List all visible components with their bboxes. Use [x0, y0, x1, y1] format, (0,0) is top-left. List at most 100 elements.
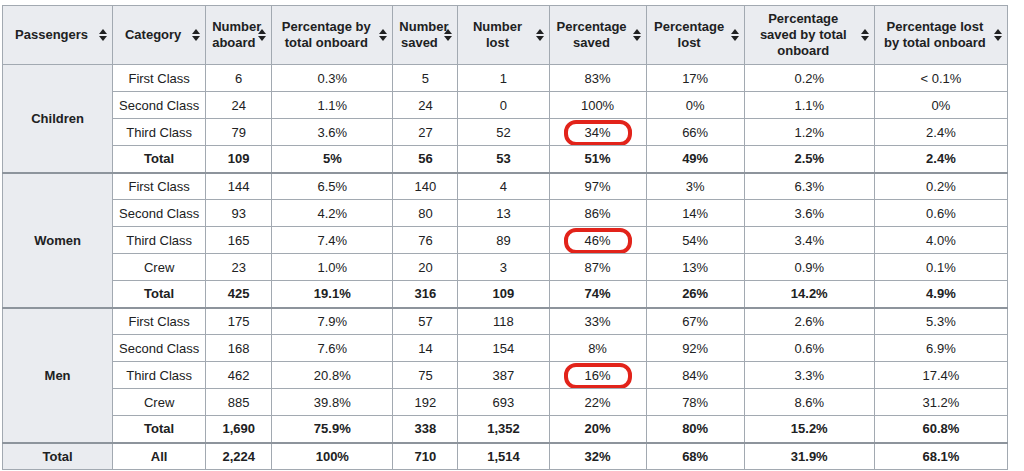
column-header-number-lost[interactable]: Number lost	[458, 6, 549, 65]
cell-category: Second Class	[113, 335, 206, 362]
cell-percentage-by-total-onboard: 7.9%	[272, 308, 393, 335]
table-row-men-second-class: Second Class1687.6%141548%92%0.6%6.9%	[3, 335, 1008, 362]
cell-percentage-lost: 66%	[646, 119, 744, 146]
sort-down-triangle	[731, 36, 739, 41]
cell-percentage-saved: 100%	[549, 92, 646, 119]
cell-category: Third Class	[113, 227, 206, 254]
table-row-women-second-class: Second Class934.2%801386%14%3.6%0.6%	[3, 200, 1008, 227]
passenger-group-label-women: Women	[3, 173, 113, 308]
column-header-percentage-saved-by-total-onboard[interactable]: Percentage saved by total onboard	[744, 6, 874, 65]
cell-percentage-saved-by-total-onboard: 15.2%	[744, 416, 874, 443]
cell-percentage-saved-by-total-onboard: 6.3%	[744, 173, 874, 200]
cell-percentage-lost-by-total-onboard: 5.3%	[874, 308, 1007, 335]
cell-number-aboard: 1,690	[206, 416, 272, 443]
cell-category: Crew	[113, 389, 206, 416]
sort-up-triangle	[192, 29, 200, 34]
cell-percentage-lost: 84%	[646, 362, 744, 389]
cell-number-aboard: 168	[206, 335, 272, 362]
cell-percentage-saved-by-total-onboard: 2.6%	[744, 308, 874, 335]
sort-up-triangle	[861, 29, 869, 34]
sort-up-triangle	[633, 29, 641, 34]
sort-up-triangle	[994, 29, 1002, 34]
cell-category: First Class	[113, 173, 206, 200]
cell-number-aboard: 79	[206, 119, 272, 146]
cell-number-lost: 53	[458, 146, 549, 173]
column-header-passengers[interactable]: Passengers	[3, 6, 113, 65]
sort-arrows-icon	[258, 29, 266, 41]
cell-number-lost: 13	[458, 200, 549, 227]
cell-percentage-lost-by-total-onboard: 68.1%	[874, 443, 1007, 470]
cell-category: First Class	[113, 308, 206, 335]
cell-category: Second Class	[113, 92, 206, 119]
table-row-men-first-class: MenFirst Class1757.9%5711833%67%2.6%5.3%	[3, 308, 1008, 335]
cell-percentage-saved: 8%	[549, 335, 646, 362]
cell-percentage-lost: 80%	[646, 416, 744, 443]
cell-percentage-saved-by-total-onboard: 0.9%	[744, 254, 874, 281]
sort-down-triangle	[536, 36, 544, 41]
cell-percentage-saved: 83%	[549, 65, 646, 92]
cell-number-aboard: 885	[206, 389, 272, 416]
cell-percentage-lost: 68%	[646, 443, 744, 470]
cell-percentage-lost-by-total-onboard: 0.2%	[874, 173, 1007, 200]
cell-number-lost: 1,352	[458, 416, 549, 443]
cell-percentage-lost-by-total-onboard: 4.0%	[874, 227, 1007, 254]
column-header-number-aboard[interactable]: Number aboard	[206, 6, 272, 65]
cell-number-saved: 316	[393, 281, 458, 308]
sort-up-triangle	[258, 29, 266, 34]
column-header-percentage-lost[interactable]: Percentage lost	[646, 6, 744, 65]
cell-percentage-lost-by-total-onboard: 0.1%	[874, 254, 1007, 281]
cell-percentage-lost: 78%	[646, 389, 744, 416]
column-header-category[interactable]: Category	[113, 6, 206, 65]
cell-number-lost: 154	[458, 335, 549, 362]
cell-percentage-saved-by-total-onboard: 1.1%	[744, 92, 874, 119]
cell-number-aboard: 175	[206, 308, 272, 335]
cell-number-saved: 20	[393, 254, 458, 281]
column-header-number-saved[interactable]: Number saved	[393, 6, 458, 65]
red-highlight-ring: 46%	[564, 228, 632, 254]
column-header-percentage-lost-by-total-onboard[interactable]: Percentage lost by total onboard	[874, 6, 1007, 65]
table-row-grand-total: TotalAll2,224100%7101,51432%68%31.9%68.1…	[3, 443, 1008, 470]
cell-percentage-by-total-onboard: 3.6%	[272, 119, 393, 146]
cell-number-lost: 52	[458, 119, 549, 146]
cell-number-saved: 80	[393, 200, 458, 227]
column-header-percentage-by-total-onboard[interactable]: Percentage by total onboard	[272, 6, 393, 65]
cell-percentage-saved-by-total-onboard: 3.6%	[744, 200, 874, 227]
cell-number-aboard: 425	[206, 281, 272, 308]
cell-percentage-saved: 20%	[549, 416, 646, 443]
cell-number-lost: 3	[458, 254, 549, 281]
cell-percentage-saved-by-total-onboard: 3.4%	[744, 227, 874, 254]
cell-number-saved: 27	[393, 119, 458, 146]
cell-number-aboard: 93	[206, 200, 272, 227]
cell-percentage-saved-by-total-onboard: 31.9%	[744, 443, 874, 470]
cell-percentage-lost-by-total-onboard: 17.4%	[874, 362, 1007, 389]
cell-number-lost: 1,514	[458, 443, 549, 470]
sort-up-triangle	[536, 29, 544, 34]
cell-number-saved: 140	[393, 173, 458, 200]
red-highlight-ring: 16%	[564, 363, 632, 389]
cell-percentage-saved: 32%	[549, 443, 646, 470]
cell-category: Crew	[113, 254, 206, 281]
sort-arrows-icon	[379, 29, 387, 41]
cell-number-aboard: 23	[206, 254, 272, 281]
cell-percentage-saved: 74%	[549, 281, 646, 308]
cell-number-saved: 57	[393, 308, 458, 335]
cell-category: Third Class	[113, 119, 206, 146]
sort-arrows-icon	[731, 29, 739, 41]
sort-down-triangle	[444, 36, 452, 41]
cell-category: First Class	[113, 65, 206, 92]
cell-percentage-by-total-onboard: 20.8%	[272, 362, 393, 389]
sort-down-triangle	[258, 36, 266, 41]
sort-up-triangle	[444, 29, 452, 34]
cell-number-aboard: 2,224	[206, 443, 272, 470]
cell-percentage-saved-by-total-onboard: 8.6%	[744, 389, 874, 416]
cell-number-lost: 109	[458, 281, 549, 308]
cell-number-saved: 338	[393, 416, 458, 443]
titanic-survival-table: PassengersCategoryNumber aboardPercentag…	[2, 5, 1008, 470]
cell-percentage-saved-by-total-onboard: 14.2%	[744, 281, 874, 308]
sort-down-triangle	[994, 36, 1002, 41]
cell-percentage-by-total-onboard: 7.6%	[272, 335, 393, 362]
cell-number-saved: 5	[393, 65, 458, 92]
table-row-children-second-class: Second Class241.1%240100%0%1.1%0%	[3, 92, 1008, 119]
table-row-children-total: Total1095%565351%49%2.5%2.4%	[3, 146, 1008, 173]
column-header-percentage-saved[interactable]: Percentage saved	[549, 6, 646, 65]
